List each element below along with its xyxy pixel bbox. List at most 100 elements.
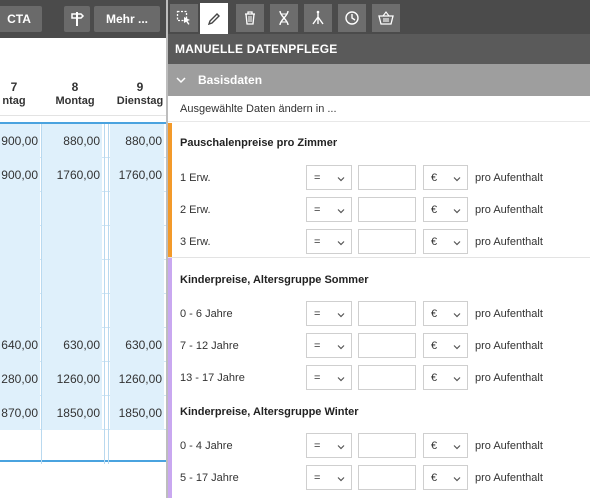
operator-select[interactable]: = bbox=[306, 197, 352, 222]
day-header-9[interactable]: 9 Dienstag bbox=[110, 76, 166, 116]
split-icon bbox=[312, 10, 324, 25]
unit-label: pro Aufenthalt bbox=[475, 440, 543, 452]
operator-select[interactable]: = bbox=[306, 365, 352, 390]
history-icon bbox=[345, 11, 359, 25]
currency-value: € bbox=[431, 235, 438, 248]
unit-label: pro Aufenthalt bbox=[475, 308, 543, 320]
unit-label: pro Aufenthalt bbox=[475, 236, 543, 248]
table-row: 900,00 880,00 880,00 bbox=[0, 124, 166, 158]
trash-icon bbox=[245, 11, 255, 25]
price-input[interactable] bbox=[358, 365, 416, 390]
cta-button[interactable]: CTA bbox=[0, 6, 42, 32]
delete-tool-button[interactable] bbox=[236, 4, 264, 32]
row-label: 0 - 4 Jahre bbox=[180, 440, 233, 452]
select-tool-button[interactable] bbox=[170, 4, 198, 32]
price-cell[interactable]: 870,00 bbox=[0, 396, 40, 430]
price-cell[interactable] bbox=[110, 226, 164, 260]
unit-label: pro Aufenthalt bbox=[475, 472, 543, 484]
section-basisdaten[interactable]: Basisdaten bbox=[168, 64, 590, 96]
price-input[interactable] bbox=[358, 301, 416, 326]
signpost-button[interactable] bbox=[64, 6, 90, 32]
split-tool-button[interactable] bbox=[304, 4, 332, 32]
price-cell[interactable] bbox=[42, 192, 102, 226]
chevron-down-icon bbox=[337, 174, 345, 182]
price-cell[interactable] bbox=[42, 260, 102, 294]
price-cell[interactable]: 630,00 bbox=[110, 328, 164, 362]
section-label: Basisdaten bbox=[198, 73, 263, 87]
unit-label: pro Aufenthalt bbox=[475, 204, 543, 216]
price-cell[interactable]: 640,00 bbox=[0, 328, 40, 362]
price-cell[interactable] bbox=[0, 294, 40, 328]
day-header-8[interactable]: 8 Montag bbox=[42, 76, 108, 116]
price-cell[interactable]: 1850,00 bbox=[42, 396, 102, 430]
price-cell[interactable]: 900,00 bbox=[0, 124, 40, 158]
price-cell[interactable]: 1760,00 bbox=[42, 158, 102, 192]
select-icon bbox=[176, 10, 190, 25]
price-cell[interactable]: 1850,00 bbox=[110, 396, 164, 430]
chevron-down-icon bbox=[337, 474, 345, 482]
history-tool-button[interactable] bbox=[338, 4, 366, 32]
price-cell[interactable] bbox=[42, 226, 102, 260]
price-input[interactable] bbox=[358, 333, 416, 358]
day-number: 8 bbox=[71, 80, 79, 94]
price-cell[interactable]: 1260,00 bbox=[42, 362, 102, 396]
price-cell[interactable] bbox=[110, 192, 164, 226]
price-input[interactable] bbox=[358, 229, 416, 254]
price-input[interactable] bbox=[358, 165, 416, 190]
currency-select[interactable]: € bbox=[423, 333, 468, 358]
price-cell[interactable]: 1260,00 bbox=[110, 362, 164, 396]
currency-select[interactable]: € bbox=[423, 301, 468, 326]
operator-select[interactable]: = bbox=[306, 433, 352, 458]
dna-tool-button[interactable] bbox=[270, 4, 298, 32]
price-cell[interactable] bbox=[0, 226, 40, 260]
day-name: ntag bbox=[2, 95, 26, 107]
currency-select[interactable]: € bbox=[423, 433, 468, 458]
operator-value: = bbox=[314, 307, 321, 320]
price-cell[interactable]: 900,00 bbox=[0, 158, 40, 192]
price-cell[interactable] bbox=[0, 260, 40, 294]
table-row bbox=[0, 192, 166, 226]
subline-text: Ausgewählte Daten ändern in ... bbox=[168, 96, 590, 122]
price-input[interactable] bbox=[358, 465, 416, 490]
operator-select[interactable]: = bbox=[306, 465, 352, 490]
row-label: 5 - 17 Jahre bbox=[180, 472, 239, 484]
operator-value: = bbox=[314, 171, 321, 184]
price-input[interactable] bbox=[358, 433, 416, 458]
panel-title: MANUELLE DATENPFLEGE bbox=[168, 34, 590, 64]
price-cell[interactable] bbox=[42, 294, 102, 328]
price-cell[interactable]: 1760,00 bbox=[110, 158, 164, 192]
day-header-7[interactable]: 7 ntag bbox=[0, 76, 42, 116]
price-cell[interactable]: 630,00 bbox=[42, 328, 102, 362]
column-divider bbox=[41, 124, 42, 464]
currency-select[interactable]: € bbox=[423, 165, 468, 190]
edit-tool-button[interactable] bbox=[200, 3, 228, 34]
currency-select[interactable]: € bbox=[423, 229, 468, 254]
chevron-down-icon bbox=[337, 310, 345, 318]
currency-value: € bbox=[431, 339, 438, 352]
price-row: 13 - 17 Jahre = € pro Aufenthalt bbox=[168, 364, 590, 392]
price-cell[interactable]: 880,00 bbox=[42, 124, 102, 158]
more-button[interactable]: Mehr ... bbox=[94, 6, 160, 32]
basket-icon bbox=[378, 11, 394, 25]
row-label: 1 Erw. bbox=[180, 172, 211, 184]
currency-select[interactable]: € bbox=[423, 197, 468, 222]
price-cell[interactable]: 880,00 bbox=[110, 124, 164, 158]
price-cell[interactable] bbox=[0, 192, 40, 226]
unit-label: pro Aufenthalt bbox=[475, 340, 543, 352]
currency-select[interactable]: € bbox=[423, 365, 468, 390]
operator-select[interactable]: = bbox=[306, 229, 352, 254]
price-row: 3 Erw. = € pro Aufenthalt bbox=[168, 228, 590, 256]
chevron-down-icon bbox=[453, 206, 461, 214]
operator-value: = bbox=[314, 339, 321, 352]
price-cell[interactable] bbox=[110, 260, 164, 294]
basket-tool-button[interactable] bbox=[372, 4, 400, 32]
data-maintenance-panel: MANUELLE DATENPFLEGE Basisdaten Ausgewäh… bbox=[166, 0, 590, 498]
price-cell[interactable] bbox=[110, 294, 164, 328]
operator-select[interactable]: = bbox=[306, 301, 352, 326]
operator-select[interactable]: = bbox=[306, 333, 352, 358]
currency-select[interactable]: € bbox=[423, 465, 468, 490]
operator-value: = bbox=[314, 439, 321, 452]
operator-select[interactable]: = bbox=[306, 165, 352, 190]
price-cell[interactable]: 280,00 bbox=[0, 362, 40, 396]
price-input[interactable] bbox=[358, 197, 416, 222]
